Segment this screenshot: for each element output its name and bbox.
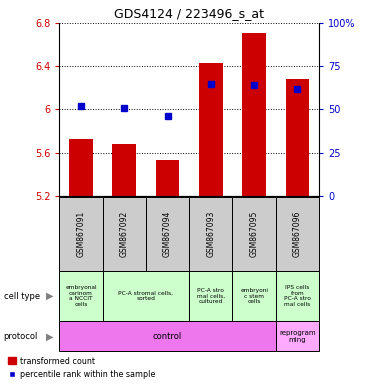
Bar: [199, 63, 223, 196]
FancyBboxPatch shape: [103, 197, 146, 271]
FancyBboxPatch shape: [146, 197, 189, 271]
FancyBboxPatch shape: [276, 271, 319, 321]
Text: control: control: [153, 332, 182, 341]
Text: embryoni
c stem
cells: embryoni c stem cells: [240, 288, 268, 305]
Text: ▶: ▶: [46, 291, 54, 301]
Text: GSM867093: GSM867093: [206, 210, 215, 257]
Text: GSM867094: GSM867094: [163, 210, 172, 257]
FancyBboxPatch shape: [233, 271, 276, 321]
FancyBboxPatch shape: [233, 197, 276, 271]
FancyBboxPatch shape: [59, 321, 276, 351]
FancyBboxPatch shape: [59, 271, 103, 321]
Text: GSM867096: GSM867096: [293, 210, 302, 257]
Title: GDS4124 / 223496_s_at: GDS4124 / 223496_s_at: [114, 7, 264, 20]
Text: ▶: ▶: [46, 331, 54, 341]
Bar: [69, 139, 93, 196]
Text: GSM867091: GSM867091: [76, 210, 85, 257]
FancyBboxPatch shape: [189, 271, 233, 321]
FancyBboxPatch shape: [59, 197, 103, 271]
FancyBboxPatch shape: [189, 197, 233, 271]
Text: IPS cells
from
PC-A stro
mal cells: IPS cells from PC-A stro mal cells: [284, 285, 311, 307]
FancyBboxPatch shape: [276, 197, 319, 271]
Bar: [156, 160, 180, 196]
Bar: [112, 144, 136, 196]
Text: PC-A stro
mal cells,
cultured: PC-A stro mal cells, cultured: [197, 288, 225, 305]
Bar: [286, 79, 309, 196]
Text: reprogram
ming: reprogram ming: [279, 330, 316, 343]
Text: GSM867095: GSM867095: [250, 210, 259, 257]
FancyBboxPatch shape: [103, 271, 189, 321]
Text: PC-A stromal cells,
sorted: PC-A stromal cells, sorted: [118, 291, 173, 301]
Legend: transformed count, percentile rank within the sample: transformed count, percentile rank withi…: [8, 356, 155, 379]
Text: protocol: protocol: [4, 332, 38, 341]
Text: cell type: cell type: [4, 291, 40, 301]
FancyBboxPatch shape: [276, 321, 319, 351]
Bar: [242, 33, 266, 196]
Text: embryonal
carinom
a NCCIT
cells: embryonal carinom a NCCIT cells: [65, 285, 97, 307]
Text: GSM867092: GSM867092: [120, 210, 129, 257]
